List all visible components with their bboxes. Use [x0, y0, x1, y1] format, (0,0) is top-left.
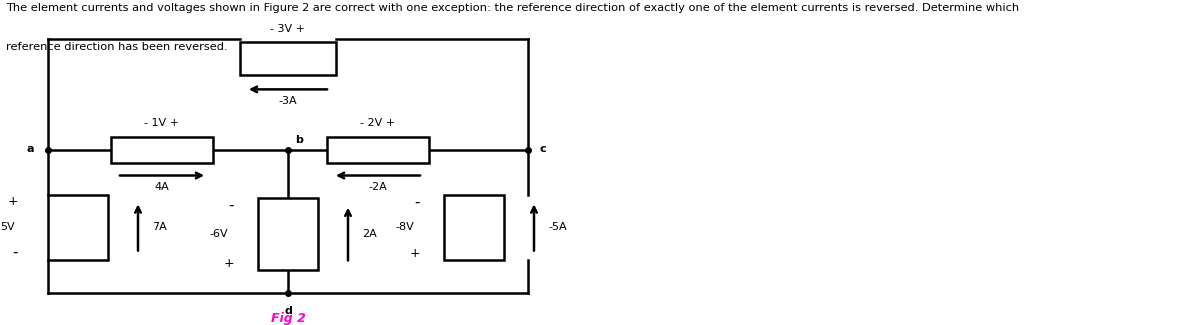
Text: d: d	[284, 306, 292, 316]
Bar	[326, 136, 430, 162]
Text: -8V: -8V	[395, 223, 414, 232]
Text: The element currents and voltages shown in Figure 2 are correct with one excepti: The element currents and voltages shown …	[6, 3, 1019, 13]
Text: Fig 2: Fig 2	[270, 312, 306, 325]
Text: - 2V +: - 2V +	[360, 118, 396, 128]
Bar	[444, 195, 504, 260]
Text: -5A: -5A	[548, 223, 568, 232]
Text: 2A: 2A	[362, 229, 377, 239]
Text: -3A: -3A	[278, 96, 298, 106]
Text: -: -	[12, 245, 18, 260]
Text: -: -	[228, 198, 234, 213]
Text: -: -	[414, 195, 420, 210]
Text: - 1V +: - 1V +	[144, 118, 180, 128]
Bar	[258, 198, 318, 270]
Text: 5V: 5V	[0, 223, 14, 232]
Bar	[48, 195, 108, 260]
Text: -6V: -6V	[209, 229, 228, 239]
Text: a: a	[26, 145, 34, 154]
Text: reference direction has been reversed.: reference direction has been reversed.	[6, 42, 228, 52]
Text: b: b	[295, 135, 304, 145]
Text: +: +	[7, 195, 18, 208]
Text: 7A: 7A	[152, 223, 167, 232]
Bar	[240, 42, 336, 75]
Text: - 3V +: - 3V +	[270, 24, 306, 34]
Text: -2A: -2A	[368, 182, 388, 192]
Text: 4A: 4A	[155, 182, 169, 192]
Text: +: +	[223, 257, 234, 270]
Text: +: +	[409, 247, 420, 260]
Text: c: c	[540, 145, 547, 154]
Bar	[112, 136, 214, 162]
